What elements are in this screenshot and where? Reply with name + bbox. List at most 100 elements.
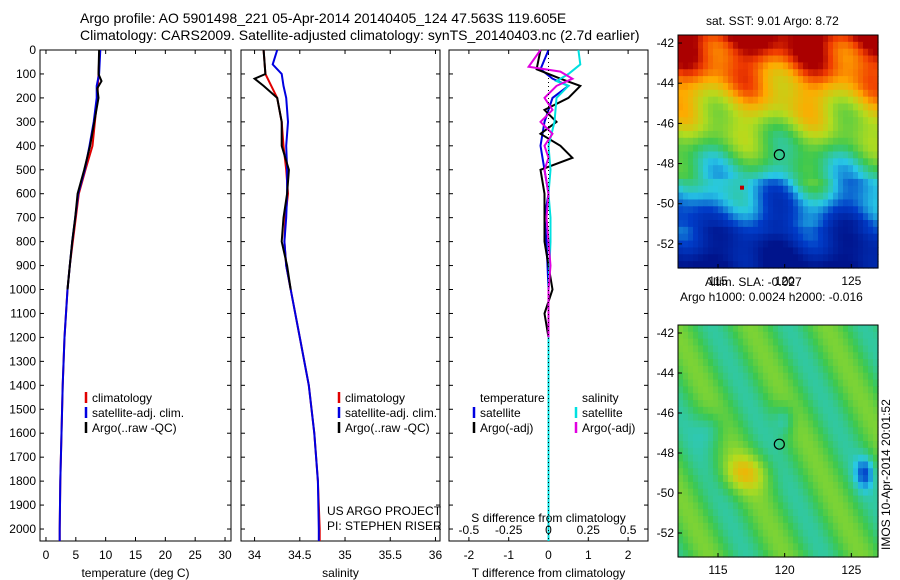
map-y-tick-label: -48	[657, 157, 675, 171]
profile-panel-1-frame	[39, 49, 232, 542]
project-label: US ARGO PROJECT	[327, 504, 442, 518]
x-tick-label: 0	[545, 548, 552, 562]
map-x-tick-label: 125	[841, 274, 861, 288]
y-tick-label: 1300	[9, 354, 36, 368]
s-tick-label: 0.5	[620, 523, 637, 537]
x-axis-label: salinity	[322, 566, 359, 580]
sst-map-extra-marker	[740, 185, 744, 190]
x-tick-label: 15	[129, 548, 143, 562]
sla-map-subtitle: Argo h1000: 0.0024 h2000: -0.016	[680, 290, 863, 304]
map-x-tick-label: 115	[708, 274, 727, 288]
series-line-s_argo	[526, 49, 575, 338]
x-tick-label: -1	[503, 548, 514, 562]
sal-legend-1-label: satellite-adj. clim.	[345, 406, 437, 420]
y-tick-label: 1700	[9, 450, 36, 464]
map-x-tick-label: 125	[841, 563, 861, 577]
y-tick-label: 1600	[9, 426, 36, 440]
x-tick-label: 35	[338, 548, 352, 562]
x-tick-label: -2	[464, 548, 475, 562]
y-tick-label: 1400	[9, 378, 36, 392]
y-tick-label: 1900	[9, 498, 36, 512]
timestamp-side-label: IMOS 10-Apr-2014 20:01:52	[879, 399, 893, 550]
x-tick-label: 25	[189, 548, 203, 562]
diff-legend-t-argo-label: Argo(-adj)	[480, 421, 533, 435]
map-y-tick-label: -50	[657, 197, 675, 211]
x-axis-label: temperature (deg C)	[81, 566, 189, 580]
map-x-tick-label: 120	[775, 563, 795, 577]
x-tick-label: 5	[72, 548, 79, 562]
map-y-tick-label: -50	[657, 486, 675, 500]
s-tick-label: -0.5	[459, 523, 480, 537]
x-tick-label: 34.5	[288, 548, 312, 562]
map-y-tick-label: -48	[657, 446, 675, 460]
map-x-tick-label: 120	[775, 274, 795, 288]
y-tick-label: 900	[16, 259, 36, 273]
pi-label: PI: STEPHEN RISER	[327, 519, 442, 533]
x-tick-label: 30	[218, 548, 232, 562]
diff-legend-s-argo-label: Argo(-adj)	[582, 421, 635, 435]
sal-legend-0-label: climatology	[345, 391, 405, 405]
x-tick-label: 36	[429, 548, 443, 562]
y-tick-label: 700	[16, 211, 36, 225]
temp-legend-0-label: climatology	[92, 391, 152, 405]
diff-legend-sal-title: salinity	[582, 391, 619, 405]
temp-legend-2-label: Argo(..raw -QC)	[92, 421, 177, 435]
x-tick-label: 35.5	[379, 548, 403, 562]
x-tick-label: 10	[99, 548, 113, 562]
sla-map-argo-marker	[773, 438, 785, 450]
y-tick-label: 1500	[9, 402, 36, 416]
map-y-tick-label: -52	[657, 237, 675, 251]
header-line-1: Argo profile: AO 5901498_221 05-Apr-2014…	[80, 10, 567, 26]
header-line-2: Climatology: CARS2009. Satellite-adjuste…	[80, 27, 640, 43]
s-tick-label: 0	[545, 523, 552, 537]
s-axis-label: S difference from climatology	[471, 511, 626, 525]
sst-map-title: sat. SST: 9.01 Argo: 8.72	[706, 14, 839, 28]
svg-text:IMOS 10-Apr-2014 20:01:52: IMOS 10-Apr-2014 20:01:52	[879, 399, 893, 550]
y-tick-label: 1100	[10, 306, 36, 320]
map-y-tick-label: -42	[657, 36, 675, 50]
y-tick-label: 600	[16, 187, 36, 201]
sst-map-argo-marker	[773, 149, 785, 161]
series-line-s_satellite	[547, 49, 582, 541]
s-tick-label: -0.25	[495, 523, 523, 537]
y-tick-label: 100	[16, 67, 36, 81]
y-tick-label: 2000	[9, 522, 36, 536]
x-axis-label: T difference from climatology	[472, 566, 626, 580]
map-y-tick-label: -44	[657, 366, 675, 380]
sla-map-title: Altim. SLA: -0.027	[705, 275, 802, 289]
x-tick-label: 0	[43, 548, 50, 562]
y-tick-label: 1200	[9, 330, 36, 344]
series-line-argo	[66, 49, 103, 290]
x-tick-label: 34	[248, 548, 262, 562]
diff-legend-temp-title: temperature	[480, 391, 545, 405]
sla-map	[678, 325, 879, 558]
map-y-tick-label: -44	[657, 76, 675, 90]
sst-map	[678, 35, 879, 269]
temp-legend-1-label: satellite-adj. clim.	[92, 406, 184, 420]
x-tick-label: 20	[159, 548, 173, 562]
y-tick-label: 0	[29, 43, 36, 57]
series-line-satellite	[271, 49, 320, 541]
profile-panel-2-frame	[240, 49, 441, 542]
y-tick-label: 200	[16, 91, 36, 105]
map-x-tick-label: 115	[708, 563, 727, 577]
sla-map-frame	[677, 324, 879, 558]
map-y-tick-label: -46	[657, 116, 675, 130]
y-tick-label: 300	[16, 115, 36, 129]
map-y-tick-label: -46	[657, 406, 675, 420]
y-tick-label: 800	[16, 235, 36, 249]
y-tick-label: 400	[16, 139, 36, 153]
y-tick-label: 1800	[9, 474, 36, 488]
s-tick-label: 0.25	[577, 523, 601, 537]
x-tick-label: 1	[585, 548, 592, 562]
map-y-tick-label: -42	[657, 326, 675, 340]
sst-map-frame	[677, 34, 879, 269]
diff-legend-t-sat-label: satellite	[480, 406, 521, 420]
diff-legend-s-sat-label: satellite	[582, 406, 623, 420]
sal-legend-2-label: Argo(..raw -QC)	[345, 421, 430, 435]
series-line-argo	[252, 49, 292, 290]
map-y-tick-label: -52	[657, 526, 675, 540]
y-tick-label: 500	[16, 163, 36, 177]
y-tick-label: 1000	[9, 283, 36, 297]
